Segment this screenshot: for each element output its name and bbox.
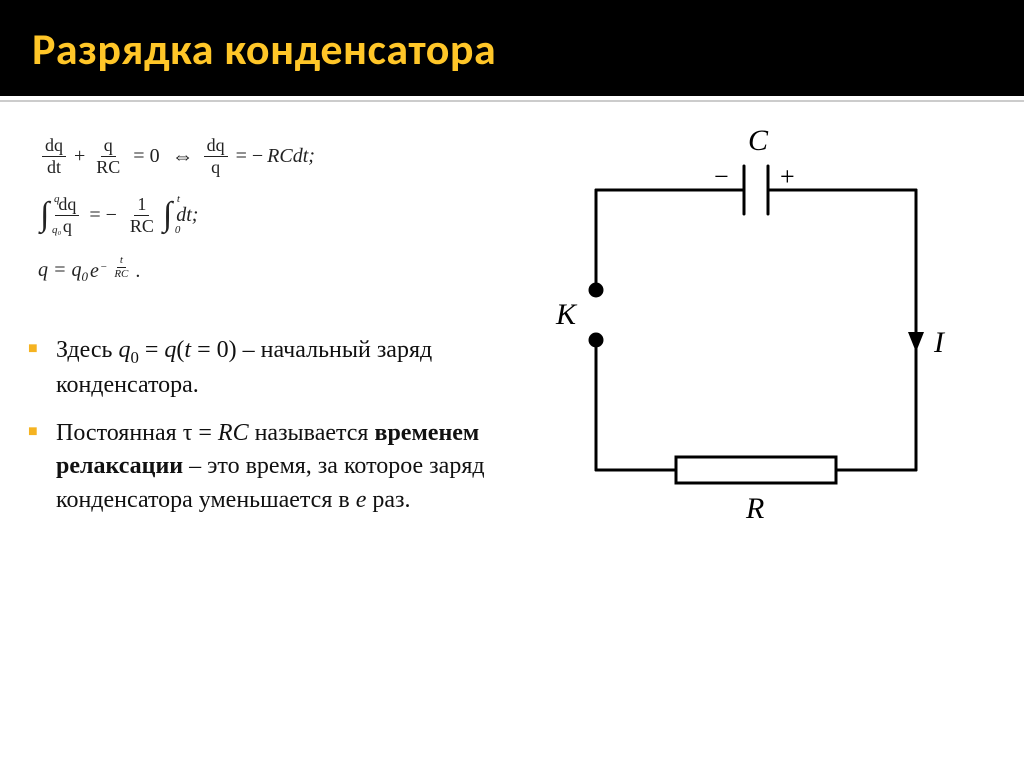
- integral-icon: ∫ q q₀: [40, 198, 49, 233]
- eq-neg: = −: [89, 201, 117, 229]
- exponential: e −tRC: [90, 257, 135, 285]
- bullet-1: Здесь q0 = q(t = 0) – начальный заряд ко…: [28, 334, 508, 403]
- period: .: [135, 257, 140, 285]
- numer: 1: [134, 195, 149, 216]
- slide-title: Разрядка конденсатора: [32, 22, 992, 76]
- circuit-diagram: C − + K I R: [536, 130, 956, 530]
- equation-3: q = q0 e −tRC .: [38, 256, 508, 286]
- label-resistor: R: [746, 492, 764, 526]
- iff-icon: ⇔: [172, 141, 194, 172]
- op-plus: +: [74, 142, 85, 170]
- bullet-2: Постоянная τ = RC называется временем ре…: [28, 417, 508, 518]
- eq-neg: = −: [236, 142, 264, 170]
- denom: RC: [127, 216, 157, 236]
- e-base: e: [90, 257, 99, 285]
- bullet-list: Здесь q0 = q(t = 0) – начальный заряд ко…: [28, 334, 508, 518]
- rhs: RCdt;: [267, 142, 315, 170]
- exponent: −tRC: [100, 255, 136, 281]
- upper-bound: t: [177, 192, 180, 207]
- fraction: 1 RC: [127, 195, 157, 236]
- circuit-svg: [536, 130, 956, 530]
- var-q: q: [164, 337, 176, 363]
- var-rc: RC: [218, 420, 249, 446]
- label-minus: −: [714, 162, 729, 192]
- denom: RC: [93, 157, 123, 177]
- equation-1: dq dt + q RC = 0 ⇔ dq q = − RCdt;: [38, 136, 508, 177]
- denom: q: [60, 216, 75, 236]
- denom: q: [208, 157, 223, 177]
- text: Постоянная τ =: [56, 420, 218, 446]
- var-q: q: [118, 337, 130, 363]
- var-e: e: [356, 487, 367, 513]
- equation-block: dq dt + q RC = 0 ⇔ dq q = − RCdt;: [38, 136, 508, 286]
- upper-bound: q: [54, 192, 60, 207]
- text: Здесь: [56, 337, 118, 363]
- denom: dt: [44, 157, 64, 177]
- numer: dq: [42, 136, 66, 157]
- left-column: dq dt + q RC = 0 ⇔ dq q = − RCdt;: [28, 130, 508, 748]
- numer: t: [117, 255, 126, 269]
- slide-header: Разрядка конденсатора: [0, 0, 1024, 96]
- numer: q: [101, 136, 116, 157]
- slide-body: dq dt + q RC = 0 ⇔ dq q = − RCdt;: [0, 102, 1024, 768]
- label-plus: +: [780, 162, 795, 192]
- fraction: dq q: [204, 136, 228, 177]
- eq-zero: = 0: [133, 142, 159, 170]
- q-eq-q0: q = q0: [38, 256, 88, 286]
- label-capacitor: C: [748, 124, 768, 158]
- label-current: I: [934, 326, 944, 360]
- slide: Разрядка конденсатора dq dt + q RC = 0: [0, 0, 1024, 768]
- equation-2: ∫ q q₀ dq q = − 1 RC ∫ t: [38, 195, 508, 236]
- numer: dq: [204, 136, 228, 157]
- denom: RC: [111, 268, 131, 281]
- integral-icon: ∫ t 0: [163, 198, 172, 233]
- label-switch: K: [556, 298, 576, 332]
- right-column: C − + K I R: [526, 130, 988, 748]
- text: =: [139, 337, 165, 363]
- text: называется: [249, 420, 375, 446]
- fraction: q RC: [93, 136, 123, 177]
- text: раз.: [366, 487, 410, 513]
- fraction: dq dt: [42, 136, 66, 177]
- lower-bound: q₀: [52, 223, 61, 238]
- lower-bound: 0: [175, 223, 181, 238]
